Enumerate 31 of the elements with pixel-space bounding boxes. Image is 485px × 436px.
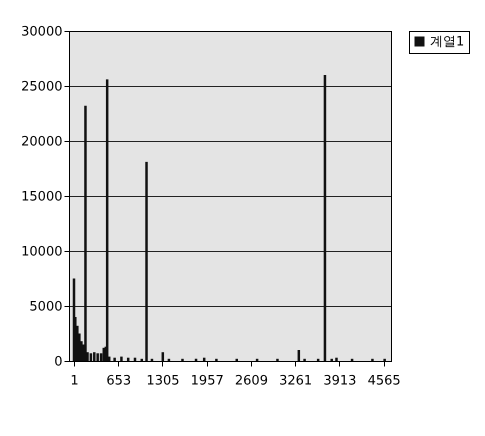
bar [113, 358, 116, 361]
bar [90, 353, 92, 361]
bar [324, 75, 326, 361]
bar [162, 352, 164, 361]
bar [202, 358, 206, 361]
y-tick-label: 20000 [21, 134, 62, 150]
y-tick-label: 15000 [21, 190, 62, 204]
bar [145, 162, 148, 361]
x-tick-label: 4565 [368, 374, 401, 388]
x-tick-label: 1305 [146, 374, 180, 388]
x-tick-label: 1957 [190, 374, 224, 388]
x-tick-label: 1 [70, 374, 79, 388]
bar [96, 353, 99, 361]
bar [120, 356, 123, 361]
legend-label: 계열1 [430, 34, 464, 50]
y-tick-label: 5000 [29, 300, 62, 314]
bar [134, 358, 136, 361]
y-tick-label: 10000 [21, 244, 62, 260]
bar [298, 350, 300, 361]
bar [84, 106, 87, 361]
bar [126, 358, 130, 361]
x-tick-label: 3261 [279, 374, 312, 388]
bar [335, 358, 338, 361]
bar [106, 79, 108, 361]
bar [93, 352, 96, 361]
x-tick-label: 653 [106, 374, 132, 388]
x-tick-label: 2609 [234, 374, 268, 388]
y-tick-label: 25000 [21, 80, 62, 94]
y-tick-label: 0 [54, 354, 62, 370]
y-tick-label: 30000 [21, 24, 62, 40]
x-tick-label: 3913 [323, 374, 356, 388]
